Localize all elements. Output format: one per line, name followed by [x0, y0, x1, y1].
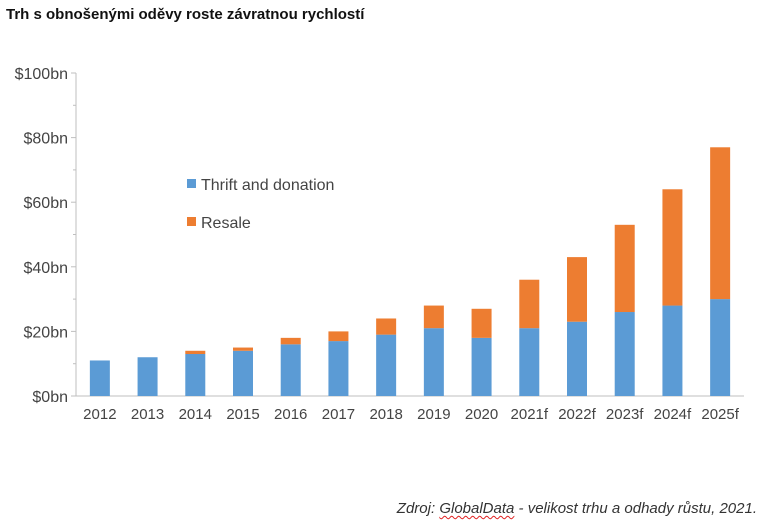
x-tick-label: 2015	[226, 406, 259, 423]
chart-title: Trh s obnošenými oděvy roste závratnou r…	[6, 6, 365, 23]
legend-label-thrift: Thrift and donation	[201, 177, 334, 194]
legend-swatch-thrift	[187, 179, 196, 188]
legend-swatch-resale	[187, 217, 196, 226]
x-tick-label: 2024f	[654, 406, 692, 423]
source-note: Zdroj: GlobalData - velikost trhu a odha…	[397, 500, 757, 517]
x-tick-label: 2012	[83, 406, 116, 423]
bar-resale-2016	[280, 337, 301, 345]
bar-thrift-2012	[89, 360, 110, 396]
bar-thrift-2023f	[614, 312, 635, 396]
bar-resale-2025f	[710, 147, 731, 300]
bar-resale-2020	[471, 308, 492, 338]
bar-resale-2024f	[662, 189, 683, 306]
x-tick-label: 2023f	[606, 406, 644, 423]
y-tick-label: $100bn	[15, 66, 68, 83]
x-tick-label: 2013	[131, 406, 164, 423]
x-tick-label: 2014	[179, 406, 212, 423]
bar-thrift-2018	[376, 334, 397, 396]
bars	[89, 147, 731, 396]
bar-resale-2023f	[614, 224, 635, 313]
x-tick-label: 2025f	[701, 406, 739, 423]
legend-label-resale: Resale	[201, 215, 251, 232]
bar-thrift-2022f	[567, 321, 587, 396]
x-tick-label: 2021f	[511, 406, 549, 423]
source-suffix: - velikost trhu a odhady růstu, 2021.	[514, 500, 757, 517]
source-prefix: Zdroj:	[396, 500, 440, 517]
bar-thrift-2025f	[710, 299, 731, 396]
x-tick-label: 2018	[369, 406, 402, 423]
bar-resale-2022f	[567, 257, 587, 322]
bar-thrift-2024f	[662, 305, 683, 396]
y-axis: $0bn $20bn $40bn $60bn $80bn $100bn	[15, 66, 77, 406]
bar-resale-2015	[233, 347, 253, 351]
bar-thrift-2019	[423, 328, 444, 396]
bar-resale-2021f	[519, 279, 540, 329]
y-tick-label: $60bn	[24, 195, 69, 212]
y-tick-label: $0bn	[32, 389, 68, 406]
bar-thrift-2017	[328, 341, 349, 396]
x-tick-label: 2017	[322, 406, 355, 423]
bar-thrift-2021f	[519, 328, 540, 396]
y-tick-label: $20bn	[24, 324, 69, 341]
bar-resale-2014	[185, 350, 206, 355]
x-tick-label: 2016	[274, 406, 307, 423]
y-tick-label: $40bn	[24, 260, 69, 277]
legend: Thrift and donation Resale	[187, 177, 334, 232]
bar-resale-2017	[328, 331, 349, 342]
bar-thrift-2016	[280, 344, 301, 396]
x-axis: 2012 2013 2014 2015 2016 2017 2018 2019 2020 2021…	[76, 395, 744, 423]
bar-thrift-2020	[471, 337, 492, 396]
bar-thrift-2015	[233, 350, 253, 396]
bar-resale-2018	[376, 318, 397, 335]
bar-resale-2019	[423, 305, 444, 329]
x-tick-label: 2022f	[558, 406, 596, 423]
y-tick-label: $80bn	[24, 131, 69, 148]
x-tick-label: 2019	[417, 406, 450, 423]
x-tick-label: 2020	[465, 406, 498, 423]
bar-thrift-2014	[185, 354, 206, 396]
source-provider: GlobalData	[439, 500, 515, 517]
bar-thrift-2013	[137, 357, 158, 396]
